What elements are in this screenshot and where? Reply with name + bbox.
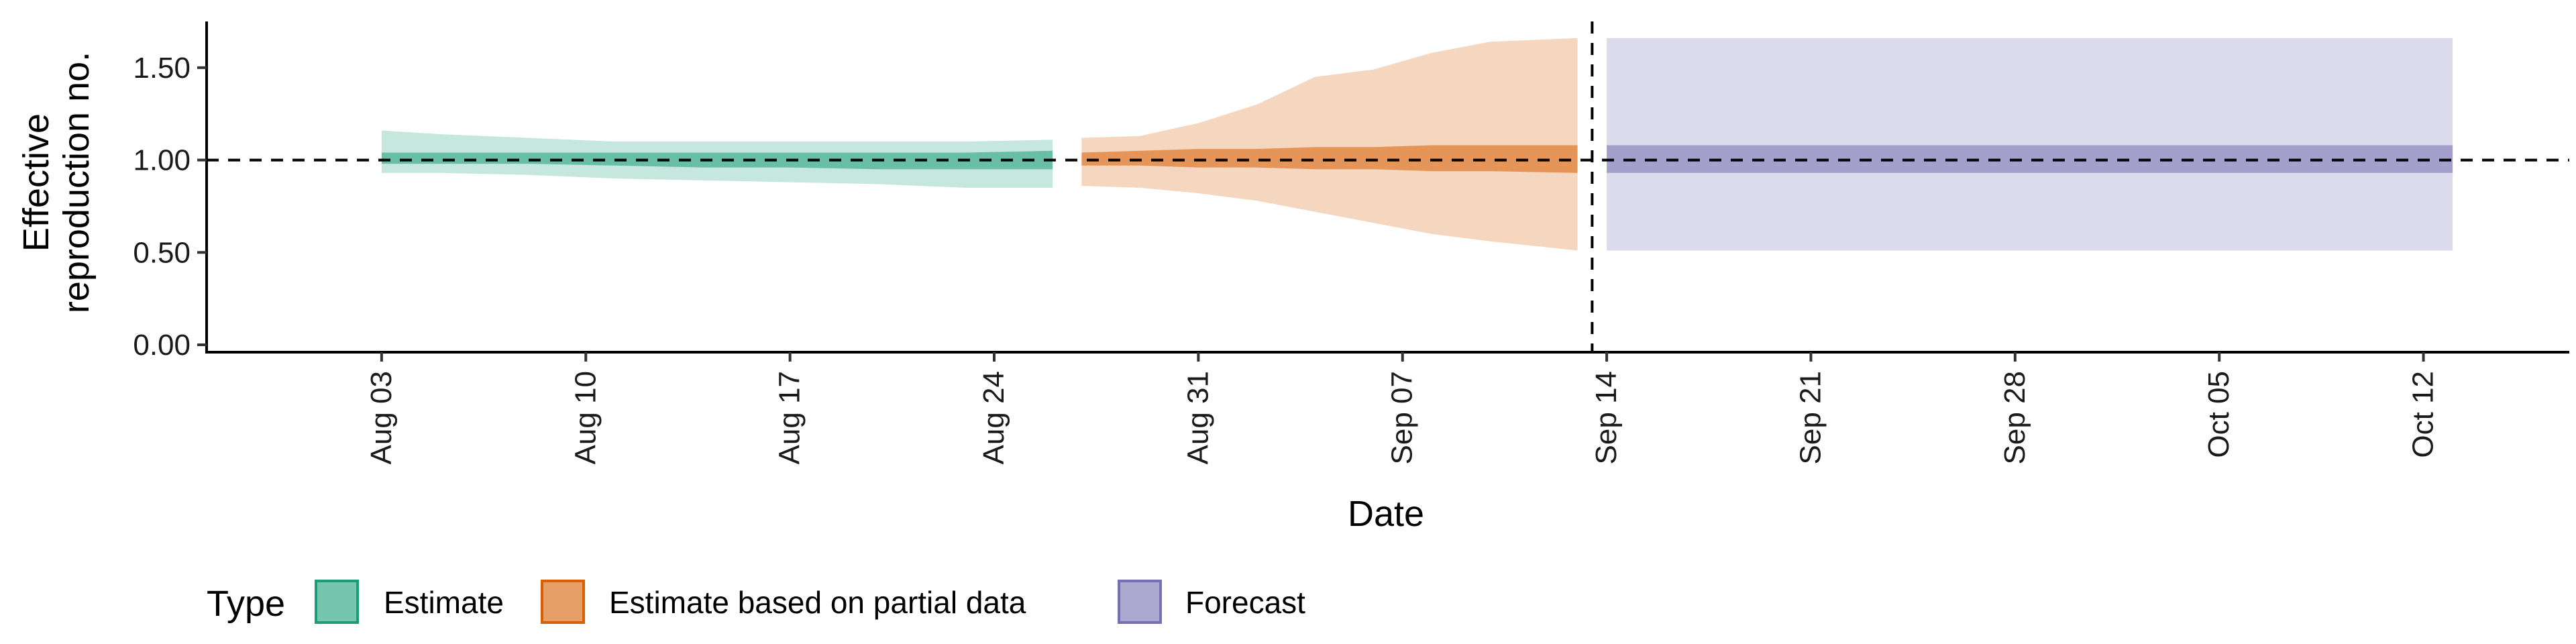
band-50-estimate bbox=[381, 150, 1053, 170]
series-forecast bbox=[1607, 38, 2453, 251]
x-tick-label: Sep 14 bbox=[1590, 371, 1623, 464]
y-tick-label: 1.00 bbox=[133, 144, 191, 177]
y-tick-label: 0.50 bbox=[133, 236, 191, 269]
x-tick-label: Sep 07 bbox=[1386, 371, 1419, 464]
y-axis-title-line1: Effective bbox=[16, 113, 56, 252]
legend-item-estimate: Estimate bbox=[315, 580, 504, 624]
x-tick-label: Oct 12 bbox=[2407, 371, 2440, 458]
series-estimate-based-on-partial-data bbox=[1081, 38, 1578, 251]
axes bbox=[205, 21, 2569, 354]
y-ticks: 0.00 0.50 1.00 1.50 bbox=[133, 52, 207, 362]
x-tick-label: Sep 21 bbox=[1794, 371, 1827, 464]
legend-item-forecast: Forecast bbox=[1118, 580, 1305, 624]
legend-key-forecast bbox=[1118, 580, 1162, 624]
x-tick-label: Aug 03 bbox=[365, 371, 398, 464]
legend-label-estimate: Estimate bbox=[384, 585, 504, 620]
legend-key-partial bbox=[541, 580, 585, 624]
x-tick-label: Aug 31 bbox=[1181, 371, 1214, 464]
series-bands bbox=[381, 38, 2453, 251]
x-tick-label: Sep 28 bbox=[1998, 371, 2031, 464]
band-90-forecast bbox=[1607, 38, 2453, 251]
legend-title: Type bbox=[207, 584, 285, 624]
band-50-forecast bbox=[1607, 145, 2453, 173]
y-tick-label: 0.00 bbox=[133, 329, 191, 362]
x-tick-label: Oct 05 bbox=[2202, 371, 2235, 458]
x-tick-label: Aug 24 bbox=[977, 371, 1010, 464]
x-ticks: Aug 03 Aug 10 Aug 17 Aug 24 Aug 31 Sep 07 Sep … bbox=[365, 352, 2440, 464]
legend-item-partial: Estimate based on partial data bbox=[541, 580, 1026, 624]
x-tick-label: Aug 17 bbox=[773, 371, 806, 464]
legend-key-estimate bbox=[315, 580, 359, 624]
legend-label-forecast: Forecast bbox=[1185, 585, 1305, 620]
x-axis-title: Date bbox=[1348, 494, 1424, 534]
y-tick-label: 1.50 bbox=[133, 52, 191, 85]
reference-lines bbox=[207, 21, 2569, 352]
x-tick-label: Aug 10 bbox=[569, 371, 602, 464]
legend-label-partial: Estimate based on partial data bbox=[609, 585, 1026, 620]
band-90-estimate-based-on-partial-data bbox=[1081, 38, 1578, 251]
series-estimate bbox=[381, 130, 1053, 188]
legend: Type Estimate Estimate based on partial … bbox=[207, 580, 1305, 624]
y-axis-title-line2: reproduction no. bbox=[56, 52, 97, 313]
